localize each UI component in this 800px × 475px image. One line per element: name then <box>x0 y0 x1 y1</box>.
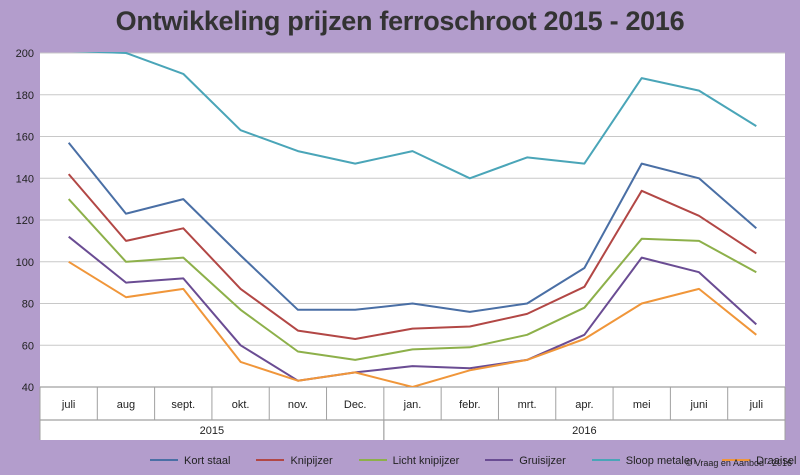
x-tick-label: mei <box>633 399 651 411</box>
group-label: 2015 <box>200 425 224 437</box>
x-tick-label: nov. <box>288 399 308 411</box>
x-tick-label: juli <box>61 399 75 411</box>
x-tick-label: juli <box>749 399 763 411</box>
legend-item: Kort staal <box>150 455 230 467</box>
legend-label: Kort staal <box>184 455 231 467</box>
y-tick-label: 140 <box>16 173 34 185</box>
legend-label: Licht knipijzer <box>392 455 460 467</box>
series-line-knipijzer <box>67 173 757 340</box>
legend-item: Draaisel <box>722 455 796 467</box>
group-label: 2016 <box>572 425 596 437</box>
x-tick-label: febr. <box>459 399 480 411</box>
legend-swatch <box>150 459 178 462</box>
series-line-licht-knipijzer <box>67 198 757 361</box>
legend-swatch <box>256 459 285 462</box>
legend-item: Gruisijzer <box>485 455 566 467</box>
x-tick-label: juni <box>689 399 707 411</box>
x-tick-label: jan. <box>403 399 422 411</box>
y-tick-label: 100 <box>16 257 34 269</box>
y-tick-label: 160 <box>16 132 34 144</box>
series-line-draaisel <box>68 260 757 387</box>
copyright-text: © Vraag en Aanbod - 2016 <box>685 458 792 468</box>
y-tick-label: 40 <box>22 382 34 394</box>
series-line-kort-staal <box>67 142 757 313</box>
y-tick-label: 120 <box>16 215 34 227</box>
legend: Kort staal Knipijzer Licht knipijzer Gruisi… <box>150 455 800 467</box>
legend-label: Gruisijzer <box>519 455 566 467</box>
y-tick-label: 180 <box>16 90 34 102</box>
y-tick-label: 200 <box>16 48 34 60</box>
category-axis-area <box>40 387 785 440</box>
legend-item: Licht knipijzer <box>358 455 460 467</box>
legend-item: Knipijzer <box>256 455 333 467</box>
x-tick-label: aug <box>117 399 135 411</box>
legend-swatch <box>485 459 514 462</box>
y-tick-label: 60 <box>22 340 34 352</box>
chart-title: Ontwikkeling prijzen ferroschroot 2015 -… <box>115 6 685 36</box>
legend-label: Sloop metalen <box>625 455 697 467</box>
x-tick-label: Dec. <box>344 399 367 411</box>
x-tick-label: okt. <box>232 399 250 411</box>
series-line-gruisijzer <box>68 235 757 382</box>
x-tick-label: sept. <box>171 399 195 411</box>
legend-label: Draaisel <box>756 455 797 467</box>
legend-item: Sloop metalen <box>591 455 697 467</box>
x-tick-label: mrt. <box>518 399 537 411</box>
legend-label: Knipijzer <box>290 455 333 467</box>
legend-swatch <box>722 459 751 462</box>
legend-swatch <box>591 459 620 462</box>
legend-swatch <box>358 459 387 462</box>
series-line-sloop-metalen <box>71 52 757 180</box>
x-tick-label: apr. <box>575 399 593 411</box>
y-tick-label: 80 <box>22 299 34 311</box>
